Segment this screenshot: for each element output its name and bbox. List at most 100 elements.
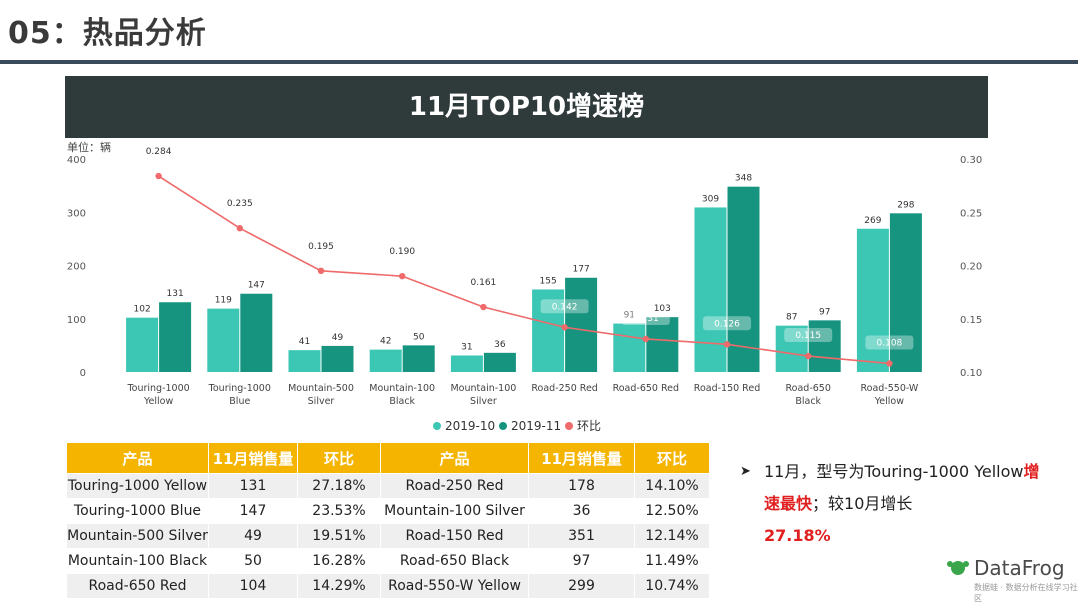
- line-point: [805, 352, 812, 360]
- chart-title: 11月TOP10增速榜: [408, 92, 645, 122]
- x-axis-tick-label: Road-650 Red: [613, 383, 679, 394]
- bar-value-label: 50: [413, 332, 425, 342]
- insight-note: ➤ 11月，型号为Touring-1000 Yellow增速最快；较10月增长 …: [740, 456, 1040, 552]
- x-axis-tick-label: Mountain-500: [288, 383, 354, 394]
- line-label-bg: [865, 335, 914, 350]
- table-header: 环比: [634, 442, 710, 474]
- line-point: [561, 324, 568, 331]
- table-cell: Road-150 Red: [380, 523, 529, 549]
- y-axis-tick-label: 200: [67, 262, 86, 273]
- table-cell: 178: [528, 473, 635, 499]
- line-label-bg: [540, 299, 589, 314]
- table-header: 11月销售量: [208, 442, 298, 474]
- line-point: [399, 272, 406, 280]
- line-point: [886, 360, 893, 367]
- table-cell: 19.51%: [297, 523, 381, 549]
- bar-2019-11: [808, 320, 841, 372]
- table-cell: 12.14%: [634, 523, 710, 549]
- table-cell: Mountain-500 Silver: [66, 523, 209, 549]
- arrow-icon: ➤: [740, 464, 751, 479]
- x-axis-tick-label: Road-650: [785, 383, 830, 394]
- legend-marker: [499, 422, 507, 430]
- bar-value-label: 103: [654, 304, 671, 314]
- bar-2019-10: [288, 350, 321, 372]
- bar-2019-11: [646, 317, 679, 372]
- table-cell: 11.49%: [634, 548, 710, 574]
- y2-axis-tick-label: 0.20: [960, 262, 982, 273]
- x-axis-tick-label: Black: [795, 396, 821, 407]
- unit-label: 单位：辆: [67, 141, 111, 154]
- logo-tagline: 数据蛙 · 数据分析在线学习社区: [974, 583, 1078, 603]
- table-row: Mountain-100 Black 50 16.28% Road-650 Bl…: [66, 548, 710, 574]
- line-label-bg: [703, 316, 751, 331]
- bar-value-label: 269: [864, 216, 881, 226]
- line-value-label: 0.142: [552, 302, 578, 312]
- x-axis-tick-label: Road-250 Red: [531, 383, 597, 394]
- bar-2019-10: [207, 308, 240, 372]
- table-cell: Mountain-100 Silver: [380, 498, 529, 524]
- bar-2019-11: [727, 186, 760, 372]
- table-header: 产品: [380, 442, 529, 474]
- x-axis-tick-label: Touring-1000: [208, 383, 271, 394]
- table-cell: 12.50%: [634, 498, 710, 524]
- line-huanbi: [158, 175, 890, 365]
- bar-2019-10: [126, 317, 159, 372]
- line-value-label: 0.161: [471, 278, 497, 288]
- insight-highlight: 增速最快: [764, 462, 1040, 513]
- x-axis-tick-label: Road-150 Red: [694, 383, 760, 394]
- bar-value-label: 309: [702, 194, 719, 204]
- bar-2019-10: [532, 289, 565, 372]
- bar-2019-10: [450, 355, 483, 372]
- table-cell: 27.18%: [297, 473, 381, 499]
- title-divider: [0, 60, 1078, 64]
- line-value-label: 0.131: [633, 314, 659, 324]
- bar-value-label: 31: [461, 342, 472, 352]
- table-cell: 147: [208, 498, 298, 524]
- table-cell: Road-650 Red: [66, 573, 209, 599]
- product-table: 产品 11月销售量 环比 产品 11月销售量 环比 Touring-1000 Y…: [66, 442, 710, 599]
- line-value-label: 0.126: [714, 319, 740, 329]
- bar-2019-11: [240, 293, 273, 372]
- legend-label: 2019-10: [445, 419, 495, 433]
- bar-value-label: 91: [624, 311, 635, 321]
- x-axis-tick-label: Black: [389, 396, 415, 407]
- bar-2019-11: [159, 302, 192, 372]
- bar-2019-11: [321, 345, 354, 372]
- insight-value: 27.18%: [764, 526, 831, 545]
- datafrog-logo: [947, 561, 969, 577]
- bar-value-label: 97: [819, 307, 830, 317]
- x-axis-tick-label: Mountain-100: [450, 383, 516, 394]
- table-row: Mountain-500 Silver 49 19.51% Road-150 R…: [66, 523, 710, 549]
- table-cell: 97: [528, 548, 635, 574]
- bar-value-label: 119: [215, 296, 232, 306]
- table-row: Road-650 Red 104 14.29% Road-550-W Yello…: [66, 573, 710, 599]
- table-cell: 36: [528, 498, 635, 524]
- x-axis-tick-label: Silver: [470, 396, 497, 407]
- insight-text: ；较10月增长: [812, 494, 913, 513]
- sales-growth-chart: 0 100 200 300 400 0.10 0.15 0.20 0.25 0.30 102 131 T…: [67, 147, 982, 433]
- line-point: [155, 172, 162, 180]
- line-point: [317, 267, 325, 275]
- table-cell: Road-550-W Yellow: [380, 573, 529, 599]
- bar-value-label: 147: [248, 281, 265, 291]
- table-cell: 104: [208, 573, 298, 599]
- table-cell: 23.53%: [297, 498, 381, 524]
- x-axis-tick-label: Mountain-100: [369, 383, 435, 394]
- table-cell: 131: [208, 473, 298, 499]
- bar-value-label: 87: [786, 313, 797, 323]
- y2-axis-tick-label: 0.30: [960, 155, 982, 166]
- bar-2019-11: [483, 352, 516, 372]
- page-title: 05：热品分析: [8, 16, 207, 51]
- frog-icon: [947, 561, 969, 577]
- bar-2019-10: [694, 207, 727, 372]
- table-cell: Touring-1000 Yellow: [66, 473, 209, 499]
- line-value-label: 0.108: [877, 338, 903, 348]
- legend-marker: [565, 422, 573, 430]
- table-header: 环比: [297, 442, 381, 474]
- table-header: 11月销售量: [528, 442, 635, 474]
- legend-label: 环比: [577, 419, 601, 433]
- bar-value-label: 41: [299, 337, 310, 347]
- y2-axis-tick-label: 0.25: [960, 208, 982, 219]
- bar-2019-11: [565, 277, 598, 372]
- table-cell: 16.28%: [297, 548, 381, 574]
